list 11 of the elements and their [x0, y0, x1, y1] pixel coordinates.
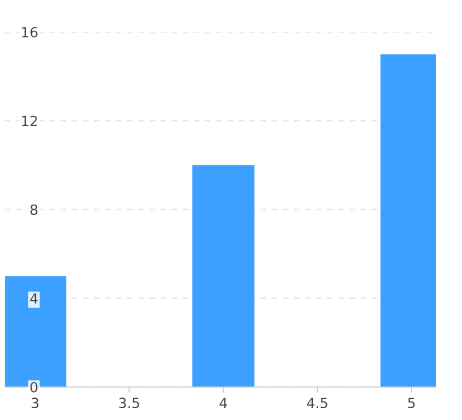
x-tick-label: 3 [32, 398, 38, 408]
y-tick-label: 0 [30, 382, 38, 392]
y-tick-label: 12 [22, 116, 37, 126]
bar [192, 165, 254, 387]
y-tick-label: 8 [30, 204, 38, 215]
x-tick-label: 4.5 [307, 398, 328, 408]
y-tick-label: 4 [30, 293, 38, 304]
x-tick-label: 5 [408, 398, 415, 408]
x-tick-label: 3.5 [119, 398, 140, 408]
x-tick-label: 4 [220, 398, 227, 408]
y-tick-label: 16 [22, 26, 38, 38]
